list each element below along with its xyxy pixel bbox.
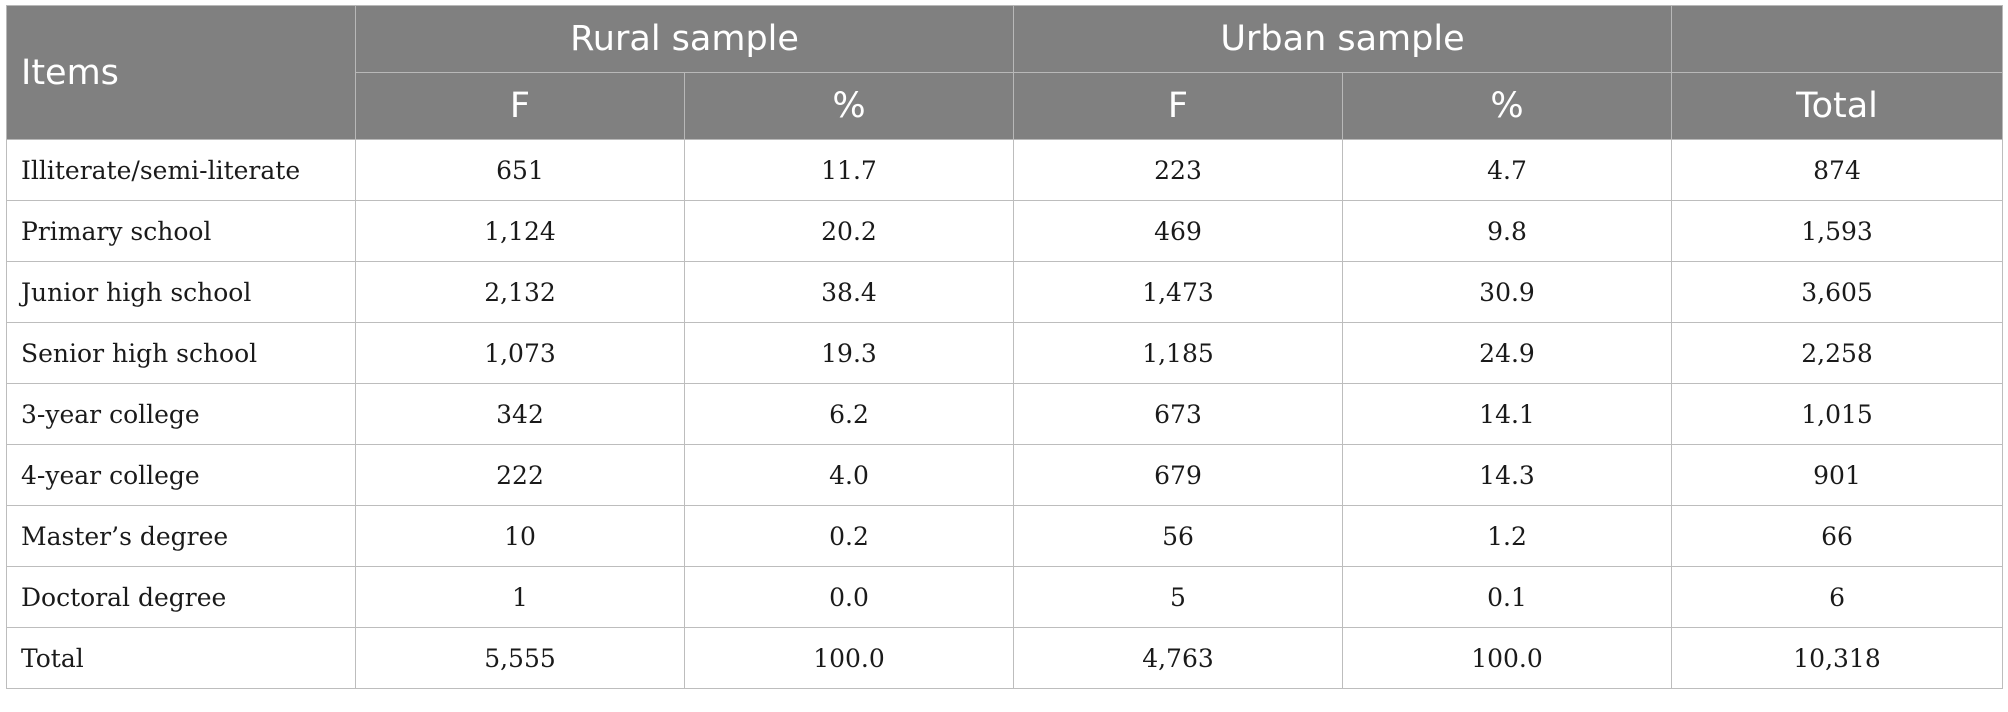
total-cell: 3,605 [1671,261,2004,323]
urban-f-cell: 1,185 [1013,322,1343,384]
item-label: Doctoral degree [6,566,356,628]
table-row: Total 5,555 100.0 4,763 100.0 10,318 [6,627,2004,689]
header-row-groups: Items Rural sample Urban sample [6,5,2004,140]
total-cell: 1,593 [1671,200,2004,262]
urban-f-cell: 673 [1013,383,1343,445]
header-urban-sample: Urban sample [1012,5,1673,73]
urban-percent-cell: 0.1 [1341,566,1673,628]
table-row: 3-year college 342 6.2 673 14.1 1,015 [6,383,2004,445]
item-label: Illiterate/semi-literate [6,139,356,201]
header-row-sub: F % F % Total [7,72,2004,140]
table-row: Senior high school 1,073 19.3 1,185 24.9 2,25… [6,322,2004,384]
table-row: Junior high school 2,132 38.4 1,473 30.9 3,60… [6,261,2004,323]
header-rural-percent: % [684,72,1014,140]
rural-percent-cell: 0.0 [684,566,1014,628]
table-header: Items Rural sample Urban sample F % F % … [6,5,2004,140]
urban-percent-cell: 1.2 [1341,505,1673,567]
urban-f-cell: 469 [1013,200,1343,262]
rural-percent-cell: 19.3 [684,322,1014,384]
total-cell: 66 [1671,505,2004,567]
urban-percent-cell: 100.0 [1341,627,1673,689]
urban-percent-cell: 9.8 [1341,200,1673,262]
urban-percent-cell: 14.1 [1341,383,1673,445]
rural-f-cell: 2,132 [355,261,685,323]
header-items: Items [6,5,356,140]
header-total: Total [1671,72,2004,140]
header-urban-f: F [1013,72,1343,140]
table-body: Illiterate/semi-literate 651 11.7 223 4.7 874… [6,139,2004,689]
header-urban-percent: % [1341,72,1673,140]
urban-percent-cell: 30.9 [1341,261,1673,323]
total-cell: 874 [1671,139,2004,201]
urban-f-cell: 679 [1013,444,1343,506]
total-cell: 1,015 [1671,383,2004,445]
rural-percent-cell: 6.2 [684,383,1014,445]
rural-f-cell: 222 [355,444,685,506]
item-label: Total [6,627,356,689]
urban-f-cell: 5 [1013,566,1343,628]
rural-f-cell: 5,555 [355,627,685,689]
total-cell: 2,258 [1671,322,2004,384]
rural-f-cell: 1,124 [355,200,685,262]
item-label: Junior high school [6,261,356,323]
rural-percent-cell: 0.2 [684,505,1014,567]
table-row: Doctoral degree 1 0.0 5 0.1 6 [6,566,2004,628]
item-label: Master’s degree [6,505,356,567]
table-row: Illiterate/semi-literate 651 11.7 223 4.7 874 [6,139,2004,201]
urban-f-cell: 4,763 [1013,627,1343,689]
urban-f-cell: 1,473 [1013,261,1343,323]
item-label: 3-year college [6,383,356,445]
item-label: Senior high school [6,322,356,384]
rural-percent-cell: 20.2 [684,200,1014,262]
rural-f-cell: 10 [355,505,685,567]
rural-f-cell: 1 [355,566,685,628]
rural-percent-cell: 11.7 [684,139,1014,201]
total-cell: 10,318 [1671,627,2004,689]
item-label: 4-year college [6,444,356,506]
header-rural-sample: Rural sample [355,5,1014,73]
total-cell: 6 [1671,566,2004,628]
header-blank [1671,5,2004,73]
urban-f-cell: 223 [1013,139,1343,201]
total-cell: 901 [1671,444,2004,506]
urban-percent-cell: 4.7 [1341,139,1673,201]
rural-percent-cell: 100.0 [684,627,1014,689]
rural-f-cell: 651 [355,139,685,201]
table-row: 4-year college 222 4.0 679 14.3 901 [6,444,2004,506]
table-row: Master’s degree 10 0.2 56 1.2 66 [6,505,2004,567]
urban-percent-cell: 14.3 [1341,444,1673,506]
item-label: Primary school [6,200,356,262]
rural-percent-cell: 38.4 [684,261,1014,323]
urban-percent-cell: 24.9 [1341,322,1673,384]
rural-f-cell: 342 [355,383,685,445]
rural-percent-cell: 4.0 [684,444,1014,506]
rural-f-cell: 1,073 [355,322,685,384]
table-row: Primary school 1,124 20.2 469 9.8 1,593 [6,200,2004,262]
education-table: Items Rural sample Urban sample F % F % … [6,5,2004,689]
header-rural-f: F [355,72,685,140]
urban-f-cell: 56 [1013,505,1343,567]
